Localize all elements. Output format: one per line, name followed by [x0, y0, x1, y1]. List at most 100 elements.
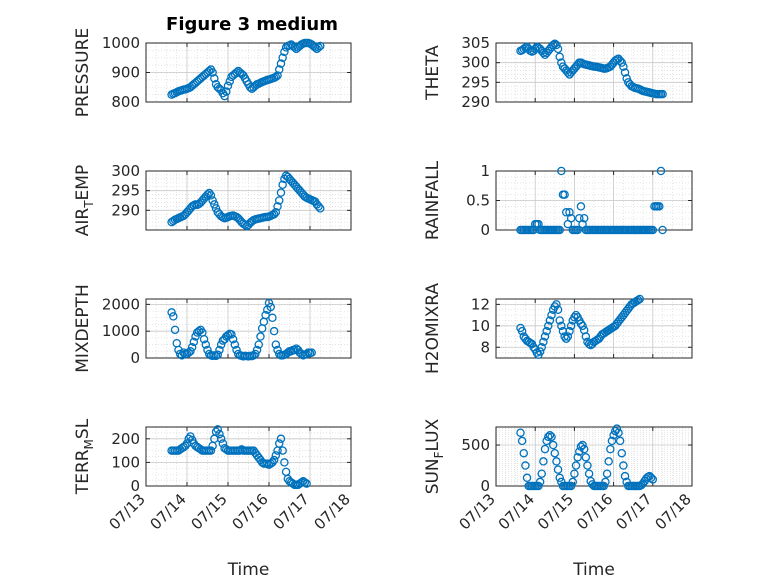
y-tick-label: 305	[461, 34, 490, 52]
axes-frame	[145, 170, 352, 231]
data-point	[576, 319, 586, 328]
y-axis-label: SUNFLUX	[423, 418, 446, 494]
data-point	[300, 478, 310, 487]
data-point	[517, 326, 527, 336]
data-point	[557, 321, 566, 331]
y-tick-label: 800	[111, 93, 140, 111]
data-point	[553, 465, 563, 474]
data-point	[552, 457, 561, 466]
data-point	[268, 458, 277, 467]
data-point	[230, 340, 240, 349]
data-point	[617, 58, 627, 67]
data-point	[213, 350, 222, 360]
data-point	[252, 345, 262, 355]
data-point	[571, 461, 581, 470]
y-tick-label: 1000	[102, 34, 140, 52]
data-point	[563, 68, 573, 77]
y-axis-label: AIRTEMP	[73, 165, 96, 236]
data-point	[521, 461, 530, 470]
data-point	[646, 473, 656, 483]
data-point	[269, 210, 279, 219]
data-point	[169, 312, 178, 321]
data-point	[274, 196, 284, 205]
data-point	[561, 334, 571, 343]
data-point	[563, 332, 573, 341]
data-point	[310, 43, 320, 52]
data-point	[223, 81, 233, 91]
data-point	[606, 444, 615, 454]
data-point	[583, 461, 592, 470]
y-axis-label: THETA	[423, 45, 443, 101]
data-point	[633, 295, 643, 305]
data-point	[314, 202, 323, 211]
y-axis-label: RAINFALL	[423, 160, 443, 240]
y-axis-label: TERRMSL	[73, 418, 96, 495]
data-point	[290, 43, 299, 52]
y-tick-label: 295	[111, 182, 140, 200]
data-point	[297, 478, 306, 487]
data-point	[604, 457, 613, 466]
data-point	[566, 481, 576, 491]
data-point	[314, 43, 323, 52]
data-point	[539, 337, 548, 347]
data-point	[256, 332, 265, 341]
figure-title: Figure 3 medium	[166, 14, 338, 35]
data-point	[220, 91, 229, 101]
plot-area	[146, 299, 351, 358]
data-point	[240, 220, 250, 230]
data-point	[223, 330, 233, 340]
x-tick-label: 07/18	[311, 490, 354, 533]
data-point	[578, 440, 587, 450]
data-point	[553, 44, 563, 54]
data-point	[302, 349, 311, 359]
data-point	[635, 294, 644, 304]
data-point	[210, 74, 219, 83]
data-point	[269, 455, 279, 465]
subplot-mixdepth: 0 1000 2000 MIXDEPTH	[73, 284, 352, 373]
data-point	[273, 202, 282, 211]
data-point	[537, 469, 546, 478]
y-tick-label: 200	[111, 430, 140, 448]
data-point	[199, 334, 209, 344]
data-point	[561, 208, 571, 217]
y-tick-label: 290	[111, 201, 140, 219]
data-point	[522, 473, 532, 483]
data-point	[545, 316, 555, 325]
y-axis-label: PRESSURE	[73, 28, 93, 117]
y-tick-label: 1	[480, 162, 490, 180]
data-point	[534, 481, 543, 491]
data-point	[555, 473, 564, 483]
data-point	[271, 340, 281, 349]
data-point	[544, 432, 553, 442]
y-tick-label: 300	[111, 162, 140, 180]
x-tick-label: 07/16	[573, 490, 616, 533]
data-point	[575, 447, 584, 456]
data-point	[228, 334, 238, 344]
x-tick-label: 07/17	[270, 490, 313, 533]
data-point	[517, 436, 527, 446]
data-point	[540, 332, 550, 341]
data-point	[280, 458, 289, 467]
data-point	[274, 65, 284, 74]
data-point	[186, 347, 195, 356]
data-point	[599, 481, 609, 491]
data-point	[539, 457, 548, 466]
subplot-h2omixra: 8 10 12 H2OMIXRA	[423, 283, 693, 374]
subplot-rainfall: 0 0.5 1 RAINFALL	[423, 160, 693, 240]
data-point	[271, 208, 281, 217]
data-point	[566, 321, 576, 331]
y-tick-label: 12	[471, 295, 490, 313]
data-point	[167, 308, 176, 317]
data-point	[273, 71, 282, 80]
data-point	[254, 340, 263, 349]
data-point	[619, 62, 628, 71]
y-tick-label: 295	[461, 73, 490, 91]
data-point	[539, 48, 548, 58]
data-point	[271, 72, 281, 82]
data-point	[568, 477, 578, 487]
data-point	[269, 326, 279, 336]
data-point	[576, 202, 586, 211]
data-point	[315, 204, 325, 213]
